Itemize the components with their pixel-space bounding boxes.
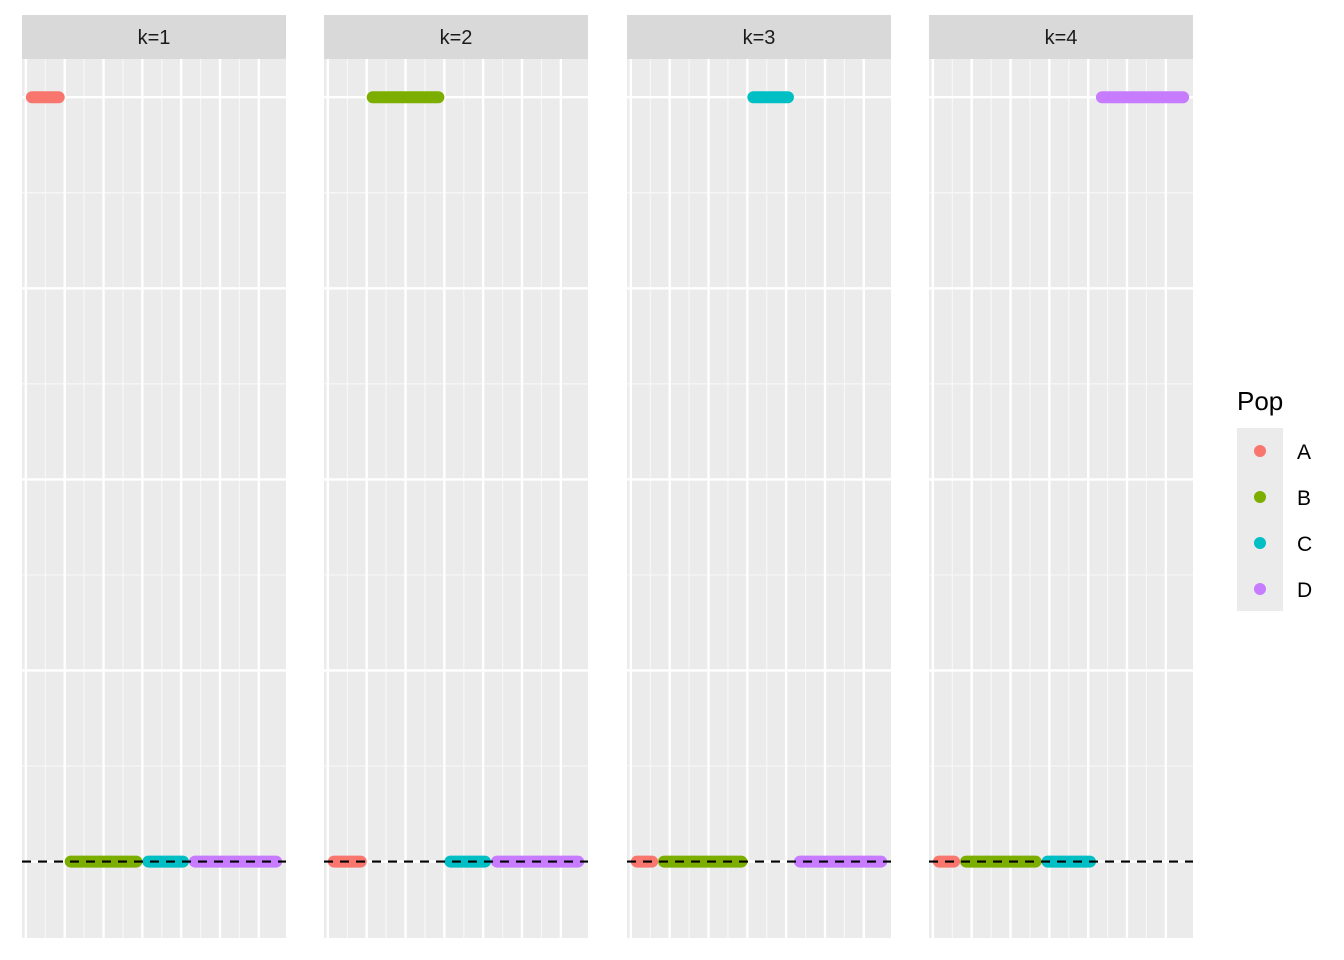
legend-key-d <box>1254 583 1266 595</box>
legend-key-b <box>1254 491 1266 503</box>
panel-background <box>627 59 891 938</box>
legend-label-c: C <box>1297 533 1312 556</box>
facet-strip <box>627 15 891 59</box>
legend-label-a: A <box>1297 441 1311 464</box>
facet-strip-label: k=4 <box>1045 27 1078 49</box>
legend-label-d: D <box>1297 579 1312 602</box>
panel-background <box>324 59 588 938</box>
legend-label-b: B <box>1297 487 1311 510</box>
facet-strip <box>929 15 1193 59</box>
facet-strip-label: k=3 <box>743 27 776 49</box>
facet-panel-1: k=1 <box>22 15 286 938</box>
facet-panel-3: k=3 <box>627 15 891 938</box>
legend-title: Pop <box>1237 386 1283 416</box>
facet-strip <box>324 15 588 59</box>
facet-strip-label: k=1 <box>138 27 171 49</box>
legend-key-background <box>1237 428 1283 611</box>
panel-background <box>929 59 1193 938</box>
facet-strip-label: k=2 <box>440 27 473 49</box>
legend-key-a <box>1254 445 1266 457</box>
facet-strip <box>22 15 286 59</box>
panel-background <box>22 59 286 938</box>
facet-panel-4: k=4 <box>929 15 1193 938</box>
legend-key-c <box>1254 537 1266 549</box>
facet-panel-2: k=2 <box>324 15 588 938</box>
